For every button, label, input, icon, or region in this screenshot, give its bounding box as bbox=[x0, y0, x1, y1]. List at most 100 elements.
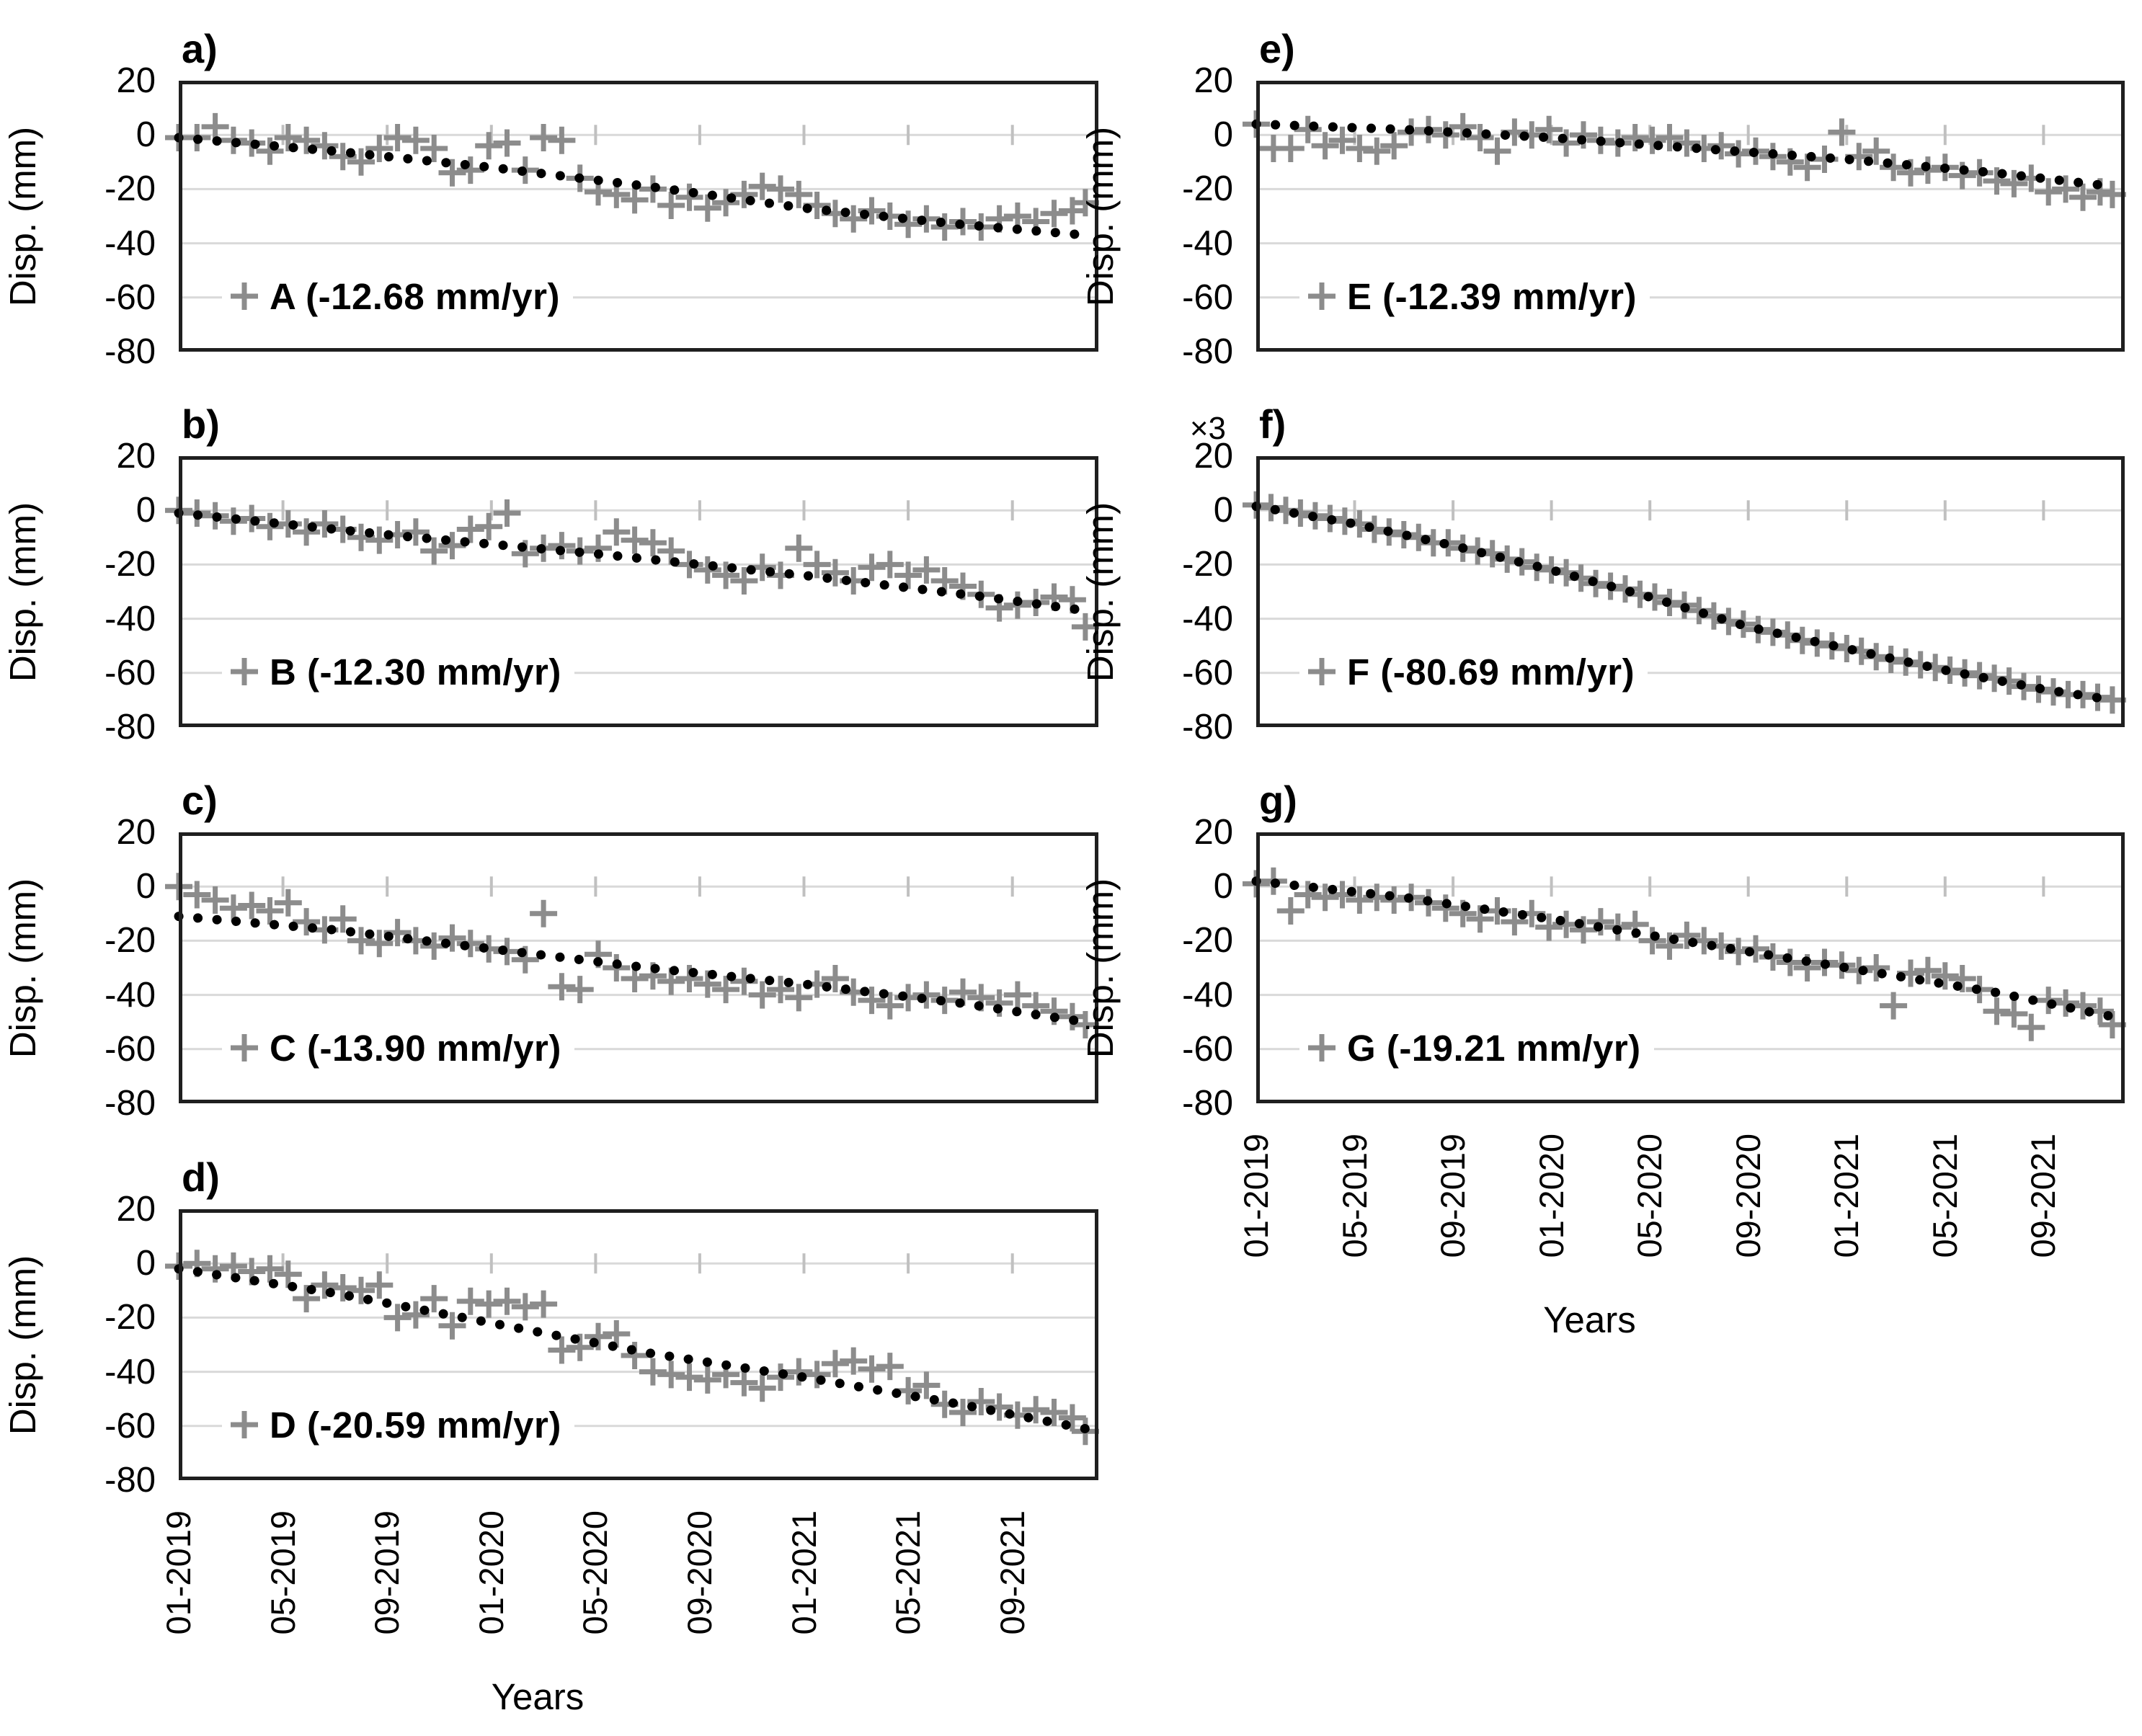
x-tick-label: 01-2021 bbox=[784, 1510, 823, 1635]
x-axis-title: Years bbox=[491, 1676, 585, 1717]
plot-border bbox=[1256, 456, 2125, 727]
y-tick-label: -40 bbox=[1182, 223, 1233, 263]
y-tick-label: -60 bbox=[1182, 277, 1233, 317]
y-tick-label: -60 bbox=[105, 1029, 156, 1069]
trend-line bbox=[174, 133, 1090, 240]
subplot-c: 20 0 -20 -40 -60 -80 Disp. (mm) c) C (-13.90 mm/… bbox=[3, 780, 1099, 1123]
plot-border bbox=[1256, 832, 2125, 1103]
y-axis-title: Disp. (mm) bbox=[0, 1209, 49, 1480]
y-axis-title-text: Disp. (mm) bbox=[2, 126, 44, 306]
x-tick-label: 01-2019 bbox=[159, 1510, 197, 1635]
chart-e bbox=[1243, 81, 2126, 352]
y-axis-title-text: Disp. (mm) bbox=[2, 502, 44, 682]
legend-d: D (-20.59 mm/yr) bbox=[222, 1399, 574, 1451]
chart-d bbox=[165, 1209, 1099, 1480]
chart-g bbox=[1243, 832, 2126, 1103]
panel-letter-d: d) bbox=[182, 1154, 220, 1200]
y-tick-label: 0 bbox=[135, 1244, 156, 1283]
y-tick-label: 0 bbox=[1213, 867, 1233, 907]
gridlines bbox=[1256, 133, 2125, 299]
y-axis-title: Disp. (mm) bbox=[1075, 456, 1126, 727]
legend-c: C (-13.90 mm/yr) bbox=[222, 1022, 574, 1074]
legend-text: F (-80.69 mm/yr) bbox=[1347, 651, 1635, 693]
y-tick-label: -80 bbox=[105, 332, 156, 371]
y-tick-label: 20 bbox=[1194, 813, 1233, 852]
gridlines bbox=[179, 509, 1098, 675]
x-axis-title: Years bbox=[1543, 1299, 1636, 1340]
plot-border bbox=[179, 81, 1098, 352]
x-tick-label: 09-2019 bbox=[1434, 1134, 1472, 1258]
y-tick-label: -80 bbox=[105, 1461, 156, 1500]
y-tick-label: -80 bbox=[1182, 708, 1233, 747]
y-tick-label: 20 bbox=[116, 813, 156, 852]
y-tick-label: -20 bbox=[105, 545, 156, 584]
trend-line bbox=[174, 508, 1090, 615]
x-tick-label: 09-2020 bbox=[1728, 1134, 1767, 1258]
trend-line bbox=[174, 1264, 1090, 1434]
y-axis-title-text: Disp. (mm) bbox=[1080, 126, 1121, 306]
y-axis-title-text: Disp. (mm) bbox=[2, 878, 44, 1058]
trend-line bbox=[1251, 502, 2117, 705]
y-axis-title: Disp. (mm) bbox=[1075, 81, 1126, 352]
y-tick-label: 0 bbox=[135, 115, 156, 155]
y-tick-label: -20 bbox=[1182, 921, 1233, 961]
y-tick-label: -40 bbox=[105, 975, 156, 1015]
y-tick-label: 20 bbox=[1194, 437, 1233, 476]
y-tick-label: -80 bbox=[1182, 1084, 1233, 1123]
y-tick-label: 0 bbox=[1213, 491, 1233, 530]
x-axis-ticks bbox=[281, 500, 1014, 521]
legend-text: A (-12.68 mm/yr) bbox=[270, 275, 560, 317]
y-tick-label: 20 bbox=[116, 437, 156, 476]
chart-c bbox=[165, 832, 1099, 1103]
chart-f bbox=[1243, 456, 2126, 727]
subplot-e: 20 0 -20 -40 -60 -80 Disp. (mm) e) E (-12.39 mm/… bbox=[1080, 29, 2126, 371]
y-tick-label: -20 bbox=[1182, 169, 1233, 209]
x-tick-label: 05-2021 bbox=[1925, 1134, 1964, 1258]
plus-marker-icon bbox=[1308, 282, 1336, 310]
x-tick-label: 01-2020 bbox=[471, 1510, 510, 1635]
panel-letter-e: e) bbox=[1259, 26, 1295, 71]
x-tick-label: 09-2020 bbox=[680, 1510, 719, 1635]
plot-border bbox=[179, 456, 1098, 727]
x-tick-label: 01-2021 bbox=[1827, 1134, 1866, 1258]
panel-letter-f: f) bbox=[1259, 401, 1286, 447]
chart-a bbox=[165, 81, 1099, 352]
x-tick-label: 01-2019 bbox=[1237, 1134, 1275, 1258]
y-tick-label: -60 bbox=[1182, 653, 1233, 693]
scatter-markers bbox=[165, 873, 1099, 1038]
subplot-a: 20 0 -20 -40 -60 -80 Disp. (mm) a) A (-12.68 mm/… bbox=[3, 29, 1099, 371]
y-tick-label: 20 bbox=[116, 1190, 156, 1229]
y-tick-label: -20 bbox=[105, 921, 156, 961]
legend-g: G (-19.21 mm/yr) bbox=[1299, 1022, 1654, 1074]
x-tick-label: 01-2020 bbox=[1532, 1134, 1570, 1258]
chart-b bbox=[165, 456, 1099, 727]
scatter-markers bbox=[1243, 110, 2126, 211]
y-tick-label: -60 bbox=[105, 1406, 156, 1446]
y-tick-label: -80 bbox=[105, 708, 156, 747]
x-axis-ticks bbox=[281, 876, 1014, 897]
plus-marker-icon bbox=[231, 1411, 258, 1438]
legend-text: B (-12.30 mm/yr) bbox=[270, 651, 561, 693]
axis-scale-note: ×3 bbox=[1189, 411, 1226, 446]
y-tick-label: -20 bbox=[105, 169, 156, 209]
y-tick-label: -40 bbox=[1182, 599, 1233, 638]
plus-marker-icon bbox=[1308, 1034, 1336, 1061]
y-tick-label: -40 bbox=[105, 599, 156, 638]
x-tick-label: 09-2021 bbox=[992, 1510, 1031, 1635]
legend-b: B (-12.30 mm/yr) bbox=[222, 646, 574, 698]
legend-e: E (-12.39 mm/yr) bbox=[1299, 270, 1650, 322]
subplot-f: 20 0 -20 -40 -60 -80 Disp. (mm) f) ×3 F (-80.69 m… bbox=[1080, 404, 2126, 747]
y-axis-title: Disp. (mm) bbox=[1075, 832, 1126, 1103]
y-tick-label: -40 bbox=[105, 1352, 156, 1392]
plus-marker-icon bbox=[231, 1034, 258, 1061]
x-tick-label: 05-2019 bbox=[263, 1510, 302, 1635]
plus-marker-icon bbox=[1308, 658, 1336, 685]
gridlines bbox=[179, 885, 1098, 1051]
y-axis-title: Disp. (mm) bbox=[0, 81, 49, 352]
x-axis-ticks bbox=[1353, 500, 2045, 521]
y-axis-title-text: Disp. (mm) bbox=[1080, 878, 1121, 1058]
panel-letter-b: b) bbox=[182, 401, 220, 447]
y-tick-label: 20 bbox=[116, 61, 156, 100]
gridlines bbox=[179, 1262, 1098, 1428]
